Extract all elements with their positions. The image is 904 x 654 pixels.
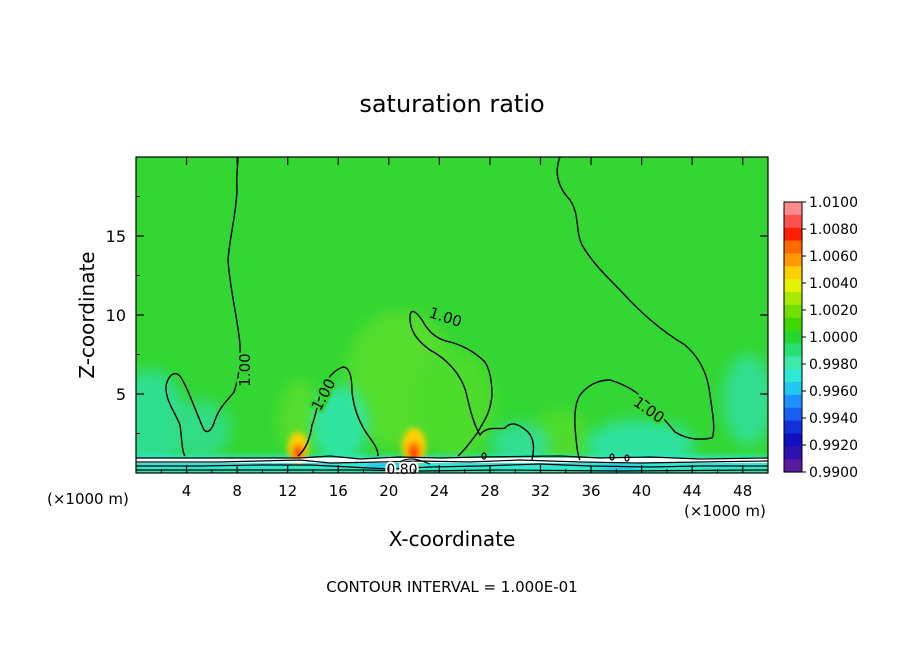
field-blob bbox=[295, 451, 301, 459]
colorbar-swatch bbox=[784, 433, 802, 447]
colorbar: 1.0100 1.0080 1.0060 1.0040 1.0020 1.0000 0.99… bbox=[783, 195, 858, 481]
x-unit-right: (×1000 m) bbox=[684, 502, 766, 520]
colorbar-swatch bbox=[784, 330, 802, 345]
colorbar-swatch bbox=[784, 214, 802, 229]
x-tick-label: 20 bbox=[379, 482, 398, 500]
colorbar-label: 1.0060 bbox=[809, 249, 858, 265]
colorbar-swatch bbox=[784, 369, 802, 383]
colorbar-label: 1.0100 bbox=[809, 195, 858, 211]
y-axis: 5 10 15 bbox=[106, 196, 768, 434]
colorbar-label: 0.9920 bbox=[809, 438, 858, 454]
colorbar-swatch bbox=[784, 394, 802, 409]
x-tick-label: 4 bbox=[182, 482, 192, 500]
contour-line bbox=[297, 366, 379, 457]
field-blob bbox=[415, 350, 495, 460]
x-tick-label: 44 bbox=[683, 482, 702, 500]
colorbar-swatch bbox=[784, 292, 802, 306]
colorbar-label: 1.0080 bbox=[809, 222, 858, 238]
contour-interval-note: CONTOUR INTERVAL = 1.000E-01 bbox=[326, 578, 577, 596]
surface-band bbox=[136, 458, 768, 463]
colorbar-label: 1.0000 bbox=[809, 330, 858, 346]
colorbar-swatch bbox=[784, 356, 802, 370]
x-tick-label: 36 bbox=[581, 482, 600, 500]
colorbar-swatch bbox=[784, 317, 802, 332]
y-tick-label: 15 bbox=[106, 227, 126, 246]
contour-line bbox=[399, 458, 431, 465]
contour-line bbox=[624, 454, 630, 462]
x-tick-label: 12 bbox=[278, 482, 297, 500]
colorbar-swatch bbox=[784, 446, 802, 460]
colorbar-swatch bbox=[784, 227, 802, 242]
y-tick-label: 5 bbox=[116, 385, 126, 404]
colorbar-label: 0.9940 bbox=[809, 411, 858, 427]
surface-contour bbox=[136, 463, 768, 470]
x-tick-label: 32 bbox=[531, 482, 550, 500]
colorbar-label: 0.9980 bbox=[809, 357, 858, 373]
colorbar-swatch bbox=[784, 202, 802, 216]
contour-line bbox=[409, 310, 535, 461]
surface-contour bbox=[136, 459, 768, 464]
colorbar-swatch bbox=[784, 266, 802, 280]
x-tick-label: 16 bbox=[329, 482, 348, 500]
surface-contour bbox=[136, 469, 768, 472]
contour-label: 1.00 bbox=[236, 353, 254, 386]
heatmap-field bbox=[136, 157, 768, 473]
field-blob bbox=[723, 355, 768, 445]
colorbar-swatch bbox=[784, 382, 802, 396]
field-blob bbox=[170, 400, 230, 460]
x-axis-title: X-coordinate bbox=[389, 527, 516, 551]
y-axis-title: Z-coordinate bbox=[75, 251, 99, 378]
contour-label: 0.80 bbox=[386, 462, 417, 478]
contour-line bbox=[609, 453, 615, 461]
x-tick-label: 40 bbox=[632, 482, 651, 500]
x-unit-left: (×1000 m) bbox=[47, 490, 129, 508]
colorbar-label: 1.0040 bbox=[809, 276, 858, 292]
contour-line bbox=[165, 157, 241, 457]
y-tick-label: 10 bbox=[106, 306, 126, 325]
x-tick-label: 28 bbox=[480, 482, 499, 500]
colorbar-swatch bbox=[784, 253, 802, 267]
colorbar-label: 0.9960 bbox=[809, 384, 858, 400]
field-blob bbox=[136, 370, 185, 470]
colorbar-swatch bbox=[784, 304, 802, 319]
x-tick-label: 8 bbox=[232, 482, 242, 500]
colorbar-swatch bbox=[784, 240, 802, 255]
x-axis: 4 8 12 16 20 24 28 32 36 40 44 48 bbox=[160, 157, 752, 500]
colorbar-swatch bbox=[784, 459, 802, 473]
colorbar-label: 0.9900 bbox=[809, 465, 858, 481]
colorbar-swatch bbox=[784, 420, 802, 435]
surface-contour bbox=[136, 455, 768, 460]
contour-line bbox=[556, 157, 715, 461]
field-blob bbox=[278, 380, 322, 460]
x-tick-label: 48 bbox=[733, 482, 752, 500]
colorbar-swatch bbox=[784, 279, 802, 293]
colorbar-label: 1.0020 bbox=[809, 303, 858, 319]
x-tick-label: 24 bbox=[430, 482, 449, 500]
colorbar-swatch bbox=[784, 407, 802, 422]
contour-line bbox=[481, 452, 487, 460]
chart-title: saturation ratio bbox=[359, 90, 544, 118]
colorbar-swatch bbox=[784, 343, 802, 357]
